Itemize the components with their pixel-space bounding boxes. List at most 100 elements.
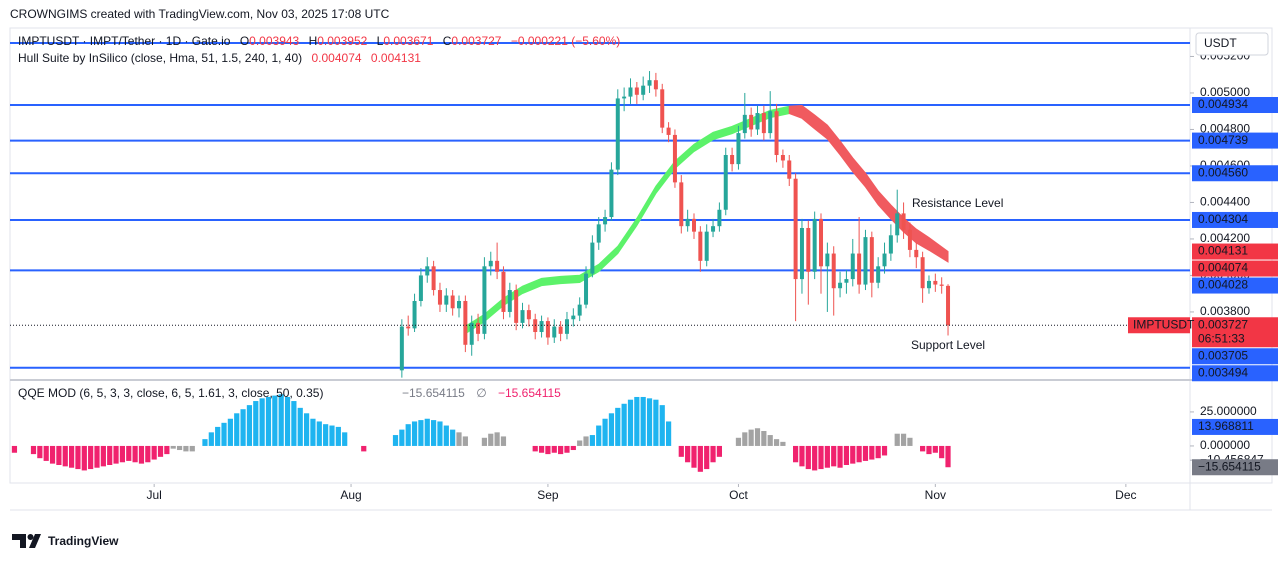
candle-body xyxy=(717,209,722,227)
qqe-bar xyxy=(634,396,640,446)
qqe-bar xyxy=(881,445,888,456)
hull-value: 0.004074 xyxy=(311,51,361,65)
qqe-bar xyxy=(907,437,913,446)
plot: 0.0038000.0040000.0042000.0044000.004600… xyxy=(10,32,1278,502)
hull-name: Hull Suite by InSilico (close, Hma, 51, … xyxy=(18,51,302,65)
qqe-bar xyxy=(793,445,799,463)
qqe-bar xyxy=(176,445,183,451)
candle-body xyxy=(723,155,728,210)
qqe-bar xyxy=(189,445,195,452)
candle-body xyxy=(933,280,938,285)
qqe-bar xyxy=(665,421,672,446)
x-tick-label: Sep xyxy=(537,488,559,502)
qqe-bar xyxy=(488,433,494,446)
qqe-bar xyxy=(418,420,424,446)
candle-body xyxy=(615,98,620,170)
logo-text: TradingView xyxy=(48,534,119,548)
qqe-bar xyxy=(56,445,62,465)
qqe-bar xyxy=(424,418,430,446)
qqe-bar xyxy=(246,405,253,446)
logo-dot xyxy=(27,534,34,540)
candle-body xyxy=(577,304,582,316)
candle-body xyxy=(406,326,411,329)
x-tick-label: Oct xyxy=(729,488,748,502)
qqe-bar xyxy=(710,445,716,463)
price-label-box xyxy=(1192,348,1278,365)
price-label: 06:51:33 xyxy=(1198,331,1245,345)
qqe-value: −15.654115 xyxy=(498,386,561,400)
qqe-bar xyxy=(583,436,589,446)
candle-body xyxy=(501,271,506,312)
candle-body xyxy=(672,134,677,183)
qqe-bar xyxy=(818,445,824,470)
legend-symbol: IMPTUSDT · IMPT/Tether · 1D · Gate.io O0… xyxy=(18,34,620,48)
candle-body xyxy=(571,315,576,320)
hull-band xyxy=(788,105,949,263)
annotation: Support Level xyxy=(911,338,985,352)
candle-body xyxy=(787,160,792,179)
qqe-bar xyxy=(240,409,246,446)
qqe-bar xyxy=(551,445,557,453)
candle-body xyxy=(736,133,741,165)
price-label: 0.004304 xyxy=(1198,212,1248,226)
ohlc-value: 0.003671 xyxy=(383,34,433,48)
qqe-bar xyxy=(621,403,627,446)
qqe-bar xyxy=(208,432,214,446)
qqe-bar xyxy=(221,422,227,446)
qqe-bar xyxy=(748,429,754,446)
price-label: 0.003705 xyxy=(1198,348,1248,362)
candle-body xyxy=(495,260,500,272)
candle-body xyxy=(711,226,716,232)
qqe-bar xyxy=(742,432,748,446)
qqe-bar xyxy=(494,432,500,446)
qqe-bar xyxy=(145,445,151,463)
candle-body xyxy=(895,213,900,236)
price-label: 0.004131 xyxy=(1198,244,1248,258)
candle-body xyxy=(761,113,766,134)
qqe-bar xyxy=(81,445,87,471)
candle-body xyxy=(844,279,849,283)
x-tick-label: Nov xyxy=(925,488,946,502)
qqe-bar xyxy=(920,445,926,452)
candle-body xyxy=(660,89,665,128)
qqe-bar xyxy=(138,445,145,464)
qqe-bar xyxy=(659,405,665,446)
price-label: 0.003727 xyxy=(1198,317,1248,331)
qqe-bar xyxy=(259,398,265,446)
qqe-bar xyxy=(564,445,570,453)
qqe-bar xyxy=(767,435,773,446)
qqe-bar xyxy=(596,425,602,446)
qqe-bar xyxy=(754,428,761,446)
qqe-bar xyxy=(335,426,341,446)
candle-body xyxy=(425,266,430,276)
candle-body xyxy=(806,227,811,272)
candle-body xyxy=(463,300,468,345)
price-label: 0.003494 xyxy=(1198,365,1248,379)
qqe-bar xyxy=(875,445,881,459)
qqe-bar xyxy=(443,425,449,446)
candle-body xyxy=(691,218,696,232)
qqe-bar xyxy=(100,445,106,467)
qqe-bar xyxy=(151,445,157,460)
qqe-bar xyxy=(291,401,297,446)
y-tick-label: 0.004400 xyxy=(1200,195,1250,209)
candle-body xyxy=(774,111,779,156)
ohlc-value: 0.003943 xyxy=(249,34,299,48)
qqe-bar xyxy=(462,436,468,446)
qqe-bar xyxy=(716,445,722,457)
qqe-bar xyxy=(411,421,418,446)
candle-body xyxy=(926,280,931,289)
candle-body xyxy=(869,237,874,283)
candle-body xyxy=(831,253,836,289)
price-label-box xyxy=(1192,211,1278,228)
qqe-bar xyxy=(88,445,94,470)
qqe-bar xyxy=(704,445,710,470)
annotation: Resistance Level xyxy=(912,196,1003,210)
candle-body xyxy=(698,231,703,261)
symbol: IMPTUSDT · IMPT/Tether · 1D · Gate.io xyxy=(18,34,231,48)
candle-body xyxy=(520,310,525,323)
candle-body xyxy=(819,218,824,267)
candle-body xyxy=(876,266,881,283)
qqe-value-box xyxy=(1192,418,1278,435)
